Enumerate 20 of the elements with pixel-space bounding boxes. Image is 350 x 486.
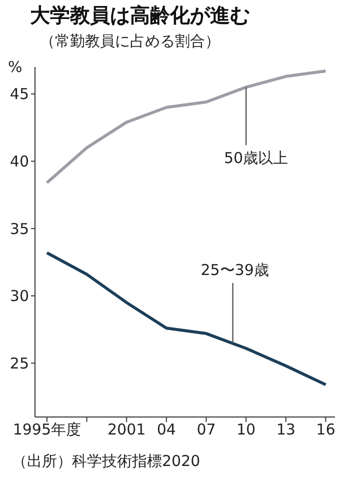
x-tick-label: 1995年度: [12, 420, 82, 439]
x-tick-label: 16: [316, 420, 336, 439]
y-tick-label: 45: [10, 85, 29, 104]
y-axis-title: %: [8, 58, 22, 76]
x-tick-label: 2001: [108, 420, 146, 439]
line-series: [45, 251, 328, 386]
y-tick-label: 40: [10, 152, 29, 171]
chart-subtitle: （常勤教員に占める割合）: [40, 32, 220, 51]
y-tick-label: 25: [10, 354, 29, 372]
x-tick-label: 13: [276, 420, 296, 439]
chart-title: 大学教員は高齢化が進む: [30, 2, 250, 29]
y-tick-label: 30: [10, 287, 29, 306]
x-tick-label: 04: [156, 420, 176, 439]
text: （出所）科学技術指標2020: [12, 452, 200, 471]
annotation: 25〜39歳: [200, 260, 269, 279]
y-tick-label: 35: [10, 220, 29, 238]
x-tick-label: 10: [236, 420, 256, 439]
line-series: [45, 70, 328, 184]
x-tick-label: 07: [196, 420, 216, 439]
annotation: 50歳以上: [224, 149, 288, 168]
